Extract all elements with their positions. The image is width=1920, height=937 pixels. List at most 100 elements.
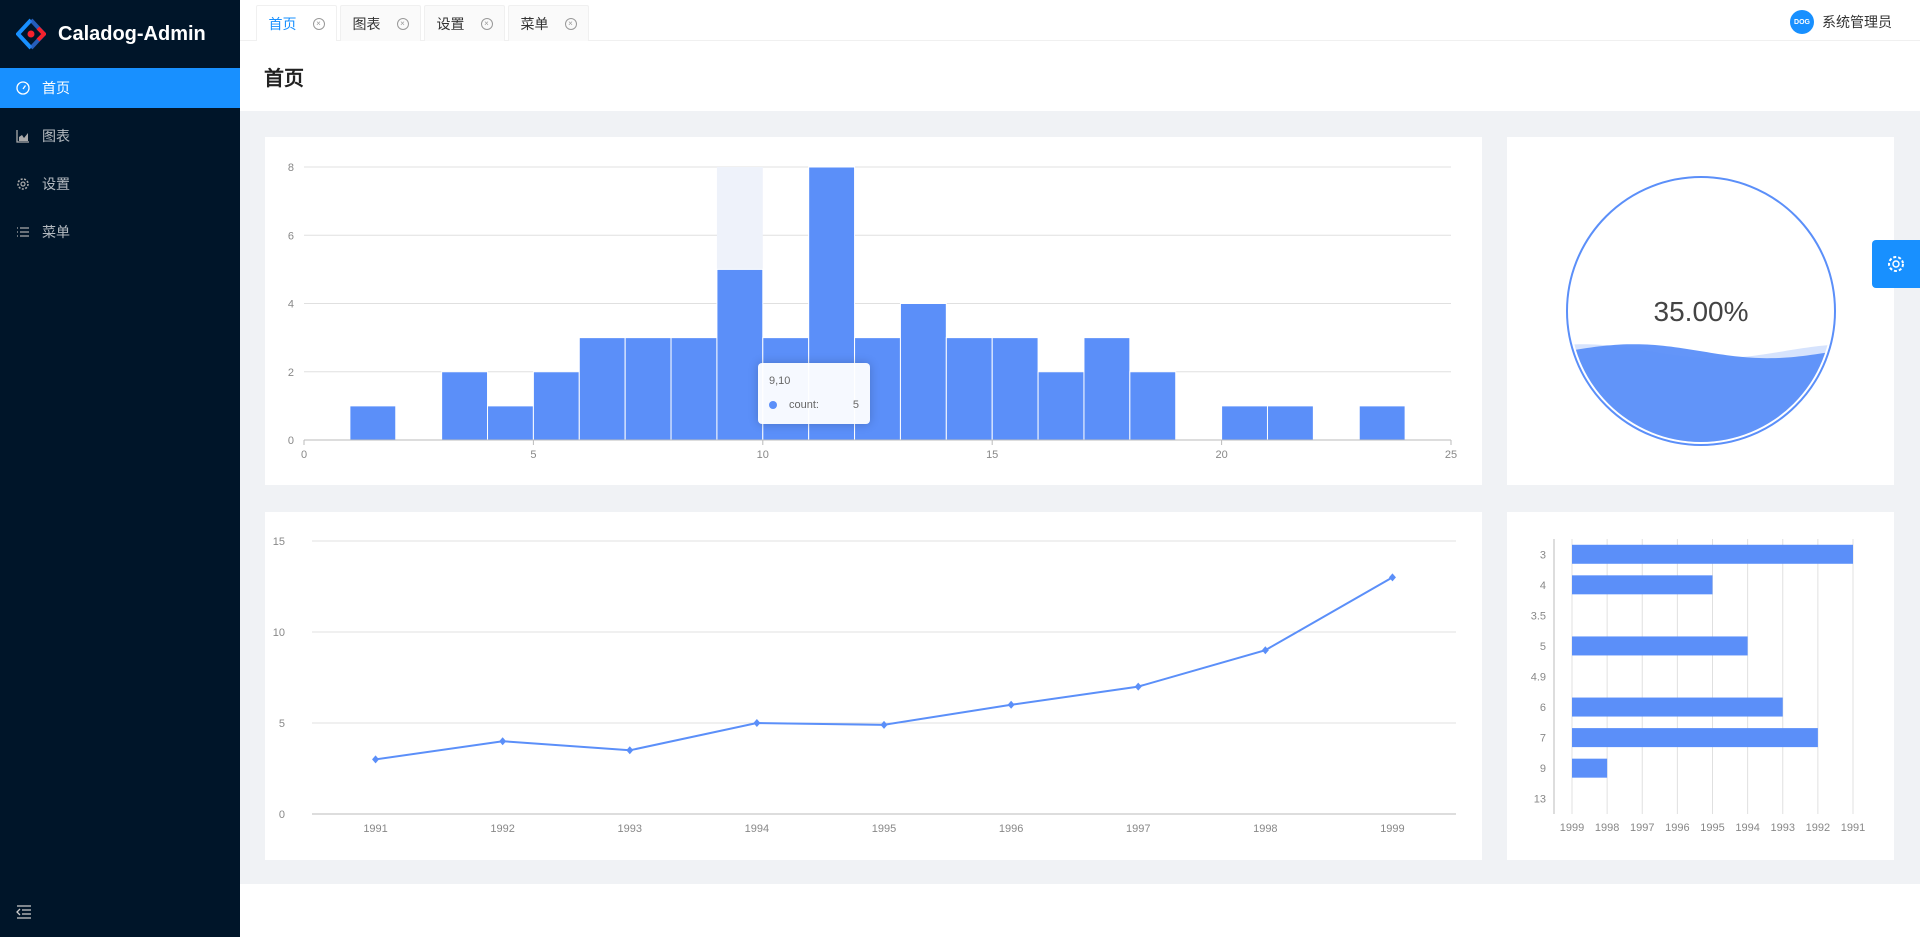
logo[interactable]: Caladog-Admin <box>0 0 240 68</box>
x-tick-label: 1992 <box>1806 822 1830 834</box>
tab-label: 首页 <box>268 15 297 32</box>
histogram-bar <box>1221 405 1268 441</box>
data-point <box>1388 573 1396 582</box>
avatar: DOG <box>1790 10 1814 34</box>
tab-menu[interactable]: 菜单 × <box>508 5 589 41</box>
tab-settings[interactable]: 设置 × <box>424 5 505 41</box>
dashboard-icon <box>16 81 30 95</box>
histogram-bar <box>716 268 764 441</box>
tab-bar: 首页 × 图表 × 设置 × 菜单 × <box>240 0 1920 41</box>
tooltip-value: 5 <box>852 399 859 411</box>
x-tick-label: 1994 <box>745 823 769 835</box>
sidebar-item-label: 菜单 <box>42 224 70 240</box>
x-tick-label: 1995 <box>1700 822 1724 834</box>
y-tick-label: 6 <box>288 230 294 242</box>
sidebar-item-settings[interactable]: 设置 <box>0 160 240 208</box>
close-icon[interactable]: × <box>312 17 325 30</box>
histogram-bar <box>487 405 534 441</box>
sidebar-item-label: 设置 <box>42 176 70 192</box>
y-tick-label: 4.9 <box>1531 672 1546 684</box>
line-chart-card <box>265 512 1482 860</box>
y-tick-label: 6 <box>1540 702 1546 714</box>
sidebar-item-home[interactable]: 首页 <box>0 68 240 108</box>
horizontal-bar <box>1572 697 1783 717</box>
y-tick-label: 4 <box>1540 580 1546 592</box>
series-line <box>375 576 1393 761</box>
horizontal-bar <box>1572 544 1853 564</box>
data-point <box>1007 700 1015 709</box>
user-name: 系统管理员 <box>1822 14 1892 30</box>
x-tick-label: 1999 <box>1560 822 1584 834</box>
x-tick-label: 10 <box>757 449 769 461</box>
horizontal-bar <box>1572 575 1713 595</box>
data-point <box>880 720 888 729</box>
histogram-bar <box>670 337 718 441</box>
tab-label: 设置 <box>436 15 465 32</box>
user-menu[interactable]: DOG 系统管理员 <box>1790 10 1892 34</box>
sidebar-item-charts[interactable]: 图表 <box>0 112 240 160</box>
x-tick-label: 1997 <box>1126 823 1150 835</box>
y-tick-label: 10 <box>273 627 285 639</box>
y-tick-label: 8 <box>288 162 294 174</box>
x-tick-label: 1994 <box>1735 822 1759 834</box>
close-icon[interactable]: × <box>564 17 577 30</box>
data-point <box>626 746 634 755</box>
close-icon[interactable]: × <box>480 17 493 30</box>
tab-home[interactable]: 首页 × <box>256 5 337 41</box>
data-point <box>1261 646 1269 655</box>
settings-float-button[interactable] <box>1872 240 1920 288</box>
chart-icon <box>16 130 29 143</box>
x-tick-label: 1996 <box>1665 822 1689 834</box>
liquid-percent-label: 35.00% <box>1654 296 1749 327</box>
data-point <box>499 737 507 746</box>
y-tick-label: 5 <box>1540 641 1546 653</box>
chart-tooltip: 9,10 count: 5 <box>758 363 870 424</box>
x-tick-label: 5 <box>530 449 536 461</box>
histogram-bar <box>441 371 489 441</box>
y-tick-label: 15 <box>273 536 285 548</box>
x-tick-label: 20 <box>1215 449 1227 461</box>
histogram-bar <box>1037 371 1085 441</box>
x-tick-label: 1995 <box>872 823 896 835</box>
x-tick-label: 1998 <box>1253 823 1277 835</box>
list-icon <box>17 227 29 237</box>
histogram-bar <box>349 405 397 441</box>
tab-label: 菜单 <box>520 15 549 32</box>
histogram-bar <box>1266 405 1314 441</box>
y-tick-label: 2 <box>288 367 294 379</box>
series-dot-icon <box>769 401 777 409</box>
histogram-bar <box>899 303 947 441</box>
y-tick-label: 0 <box>279 809 285 821</box>
gear-icon <box>17 178 29 190</box>
data-point <box>372 755 380 764</box>
horizontal-bar <box>1572 728 1818 748</box>
data-point <box>1134 682 1142 691</box>
horizontal-bar <box>1572 758 1608 778</box>
app-title: Caladog-Admin <box>58 22 206 45</box>
histogram-bar <box>532 371 580 441</box>
histogram-bar <box>1129 371 1177 441</box>
histogram-bar <box>991 337 1039 441</box>
y-tick-label: 13 <box>1534 794 1546 806</box>
sidebar-item-menu[interactable]: 菜单 <box>0 208 240 256</box>
sidebar-item-label: 图表 <box>42 128 70 144</box>
x-tick-label: 1999 <box>1380 823 1404 835</box>
tooltip-title: 9,10 <box>769 375 791 387</box>
liquid-wave <box>1570 344 1832 442</box>
x-tick-label: 1993 <box>618 823 642 835</box>
close-icon[interactable]: × <box>396 17 409 30</box>
gear-icon <box>1888 256 1904 272</box>
x-tick-label: 1993 <box>1771 822 1795 834</box>
sidebar-item-label: 首页 <box>42 80 70 96</box>
collapse-menu-icon[interactable] <box>16 905 32 919</box>
y-tick-label: 5 <box>279 718 285 730</box>
sidebar: Caladog-Admin 首页 图表 设置 菜单 <box>0 0 240 937</box>
histogram-bar <box>624 337 672 441</box>
tab-charts[interactable]: 图表 × <box>340 5 421 41</box>
data-point <box>753 719 761 727</box>
x-tick-label: 1991 <box>1841 822 1865 834</box>
logo-icon <box>16 18 46 50</box>
y-tick-label: 0 <box>288 435 294 447</box>
y-tick-label: 7 <box>1540 733 1546 745</box>
